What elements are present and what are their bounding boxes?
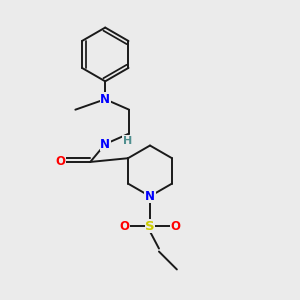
Text: O: O: [56, 155, 65, 168]
Text: O: O: [170, 220, 180, 232]
Text: N: N: [145, 190, 155, 203]
Text: O: O: [120, 220, 130, 232]
Text: S: S: [145, 220, 155, 232]
Text: N: N: [100, 137, 110, 151]
Text: N: N: [100, 93, 110, 106]
Text: H: H: [123, 136, 132, 146]
